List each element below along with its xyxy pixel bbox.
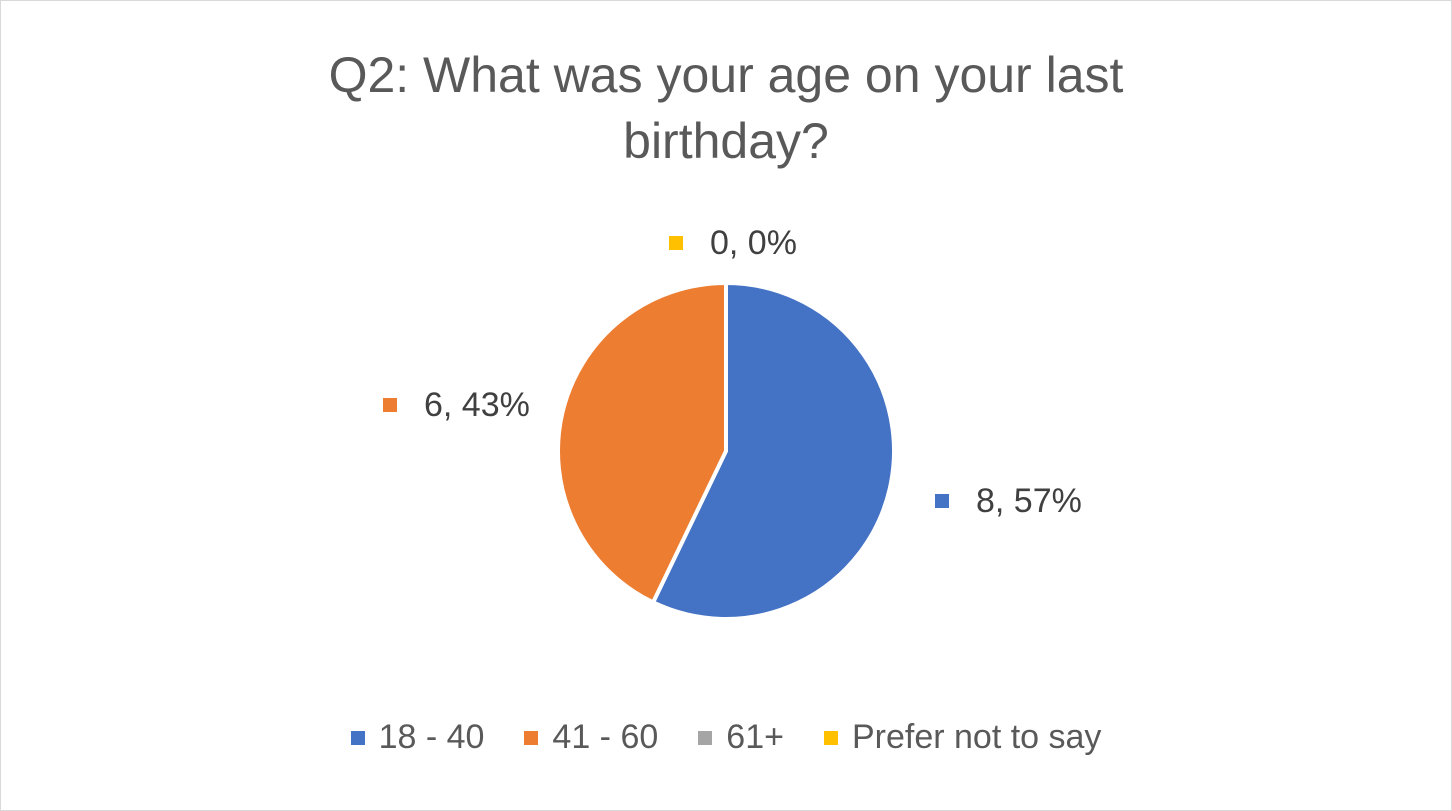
data-label-swatch-18-40 [935, 494, 949, 508]
chart-title: Q2: What was your age on your last birth… [328, 47, 1124, 169]
legend-swatch-18-40 [350, 730, 365, 745]
data-label-swatch-prefer-not-to-say [669, 236, 683, 250]
data-label-41-60: 6, 43% [424, 386, 530, 424]
data-label-swatch-41-60 [383, 398, 397, 412]
legend-swatch-61-plus [698, 730, 713, 745]
legend: 18 - 40 41 - 60 61+ Prefer not to say [0, 718, 1452, 757]
legend-label-prefer-not-to-say: Prefer not to say [851, 718, 1102, 756]
legend-label-18-40: 18 - 40 [378, 718, 485, 756]
legend-item-41-60[interactable]: 41 - 60 [524, 718, 658, 757]
legend-label-41-60: 41 - 60 [552, 718, 659, 756]
data-label-18-40: 8, 57% [976, 482, 1082, 520]
pie-slice-41-60[interactable] [556, 281, 728, 605]
legend-item-61-plus[interactable]: 61+ [698, 718, 784, 757]
legend-item-18-40[interactable]: 18 - 40 [350, 718, 485, 757]
legend-label-61-plus: 61+ [726, 718, 784, 756]
legend-item-prefer-not-to-say[interactable]: Prefer not to say [823, 718, 1102, 757]
data-label-prefer-not-to-say: 0, 0% [710, 224, 797, 262]
pie-slice-18-40[interactable] [651, 281, 896, 621]
legend-swatch-prefer-not-to-say [823, 730, 838, 745]
legend-swatch-41-60 [524, 730, 539, 745]
